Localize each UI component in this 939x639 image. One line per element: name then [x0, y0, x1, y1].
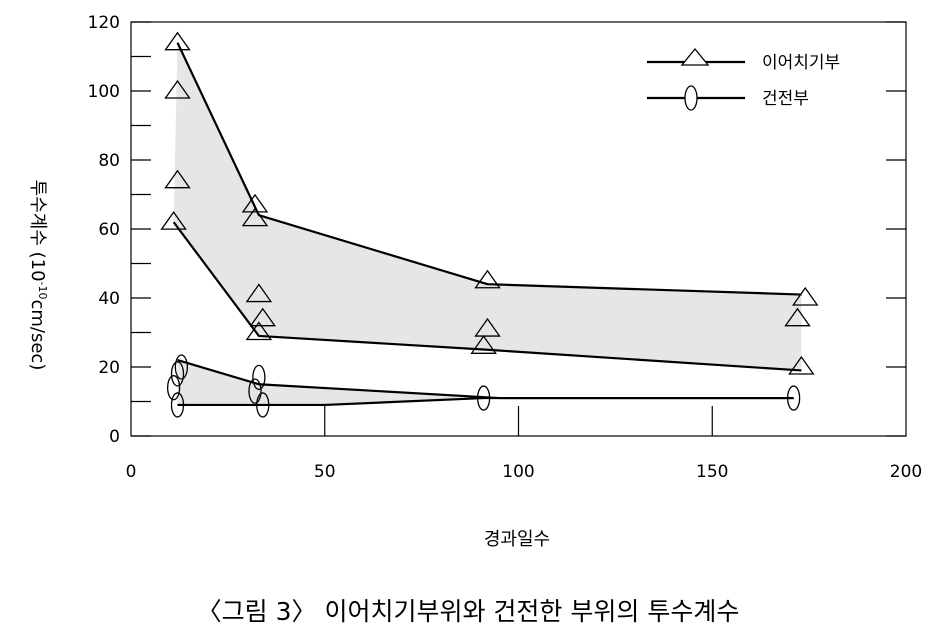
legend-ellipse-icon: [684, 85, 698, 111]
ellipse-marker: [166, 375, 181, 401]
tick-labels: 0 20 40 60 80 100 120 0 50 100 150 200: [88, 13, 923, 482]
triangle-marker: [164, 79, 191, 99]
x-tick-label: 100: [502, 462, 534, 482]
y-axis-title: 투수계수 (10-10cm/sec): [27, 180, 49, 371]
y-tick-label: 120: [88, 13, 120, 33]
triangle-marker: [245, 321, 273, 341]
shaded-band: [173, 42, 802, 371]
x-tick-label: 0: [126, 462, 137, 482]
y-axis-title-unit: cm/sec): [27, 299, 48, 370]
ellipse-marker: [170, 392, 185, 418]
y-axis-title-exponent: -10: [36, 282, 49, 300]
lower-envelope-line: [172, 221, 802, 372]
ellipse-marker: [786, 385, 801, 411]
y-tick-label: 100: [88, 82, 120, 102]
upper-envelope-line: [176, 42, 802, 296]
triangle-marker: [241, 207, 269, 227]
shaded-bands: [173, 42, 802, 405]
legend: 이어치기부 건전부: [647, 47, 840, 111]
triangle-marker: [245, 283, 273, 303]
legend-label-ellipse: 건전부: [762, 89, 809, 109]
legend-label-triangle: 이어치기부: [762, 53, 840, 73]
triangle-marker: [249, 307, 277, 327]
triangle-marker: [470, 335, 497, 354]
y-tick-label: 20: [98, 358, 120, 378]
x-tick-label: 200: [890, 462, 922, 482]
legend-triangle-icon: [680, 47, 710, 66]
y-tick-label: 0: [109, 427, 120, 447]
triangle-marker: [784, 307, 811, 327]
triangle-marker: [164, 169, 191, 189]
ellipse-marker: [174, 354, 189, 380]
x-axis-title: 경과일수: [484, 529, 550, 550]
x-tick-label: 50: [314, 462, 336, 482]
figure-caption: 〈그림 3〉 이어치기부위와 건전한 부위의 투수계수: [197, 597, 740, 626]
ellipse-marker: [252, 364, 266, 391]
shaded-band: [177, 360, 794, 405]
triangle-marker: [474, 269, 501, 289]
y-axis-title-main: 투수계수 (10: [27, 180, 48, 282]
triangle-marker: [241, 193, 269, 213]
axis-ticks: [131, 21, 906, 437]
triangle-marker: [791, 286, 819, 306]
ellipse-marker: [248, 378, 262, 404]
triangle-marker: [160, 210, 187, 230]
triangle-marker: [164, 31, 191, 51]
y-tick-label: 80: [98, 151, 120, 171]
ellipse-marker: [170, 361, 185, 387]
y-tick-label: 40: [98, 289, 120, 309]
lower-envelope-line: [177, 396, 794, 407]
triangle-marker: [788, 355, 815, 375]
triangle-marker: [474, 317, 501, 337]
x-tick-label: 150: [696, 462, 728, 482]
ellipse-marker: [256, 392, 270, 418]
series-lines: [172, 42, 802, 407]
ellipse-marker: [476, 385, 491, 411]
series-markers: [160, 31, 819, 418]
y-tick-label: 60: [98, 220, 120, 240]
